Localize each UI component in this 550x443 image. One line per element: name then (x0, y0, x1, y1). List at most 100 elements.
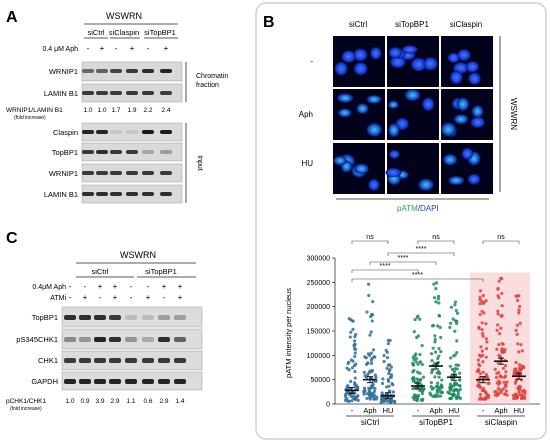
data-point (366, 372, 370, 377)
sig-bracket (351, 278, 484, 282)
blot-band (82, 91, 94, 95)
ratio-value: 0.9 (80, 398, 89, 405)
sig-label: ns (497, 234, 505, 241)
data-point (458, 378, 462, 382)
ratio-value: 1.0 (97, 107, 106, 114)
nucleus (333, 156, 347, 166)
data-point (448, 325, 452, 329)
nucleus (366, 123, 383, 137)
data-point (415, 315, 419, 319)
data-point (500, 375, 504, 379)
data-point (412, 358, 416, 362)
sig-bracket (369, 261, 437, 265)
data-point (411, 355, 415, 359)
data-point (486, 394, 491, 398)
blot-band (94, 315, 106, 320)
blot-band (174, 315, 186, 320)
y-tick-label: 300000 (307, 256, 330, 263)
nucleus (368, 178, 380, 191)
data-point (516, 342, 520, 346)
nucleus (423, 57, 438, 71)
data-point (385, 366, 389, 370)
data-point (448, 397, 453, 401)
blot-band (158, 337, 170, 342)
blot-band (174, 358, 186, 363)
data-point (387, 371, 391, 376)
ratio-value: 0.6 (143, 398, 152, 405)
data-point (518, 321, 522, 325)
data-point (436, 294, 441, 298)
data-point (416, 370, 420, 374)
panel-a-group-label: WSWRN (106, 11, 142, 21)
nucleus (411, 57, 427, 72)
data-point (500, 350, 504, 354)
blot-band (64, 379, 76, 384)
ratio-value: 2.2 (143, 107, 152, 114)
data-point (453, 300, 458, 304)
data-point (433, 375, 437, 379)
data-point (418, 360, 422, 364)
blot-label-topbp1-c: TopBP1 (32, 313, 58, 322)
data-point (458, 371, 462, 375)
data-point (374, 375, 378, 379)
y-tick-label: 150000 (307, 329, 330, 336)
data-point (514, 379, 518, 383)
data-point (503, 364, 508, 368)
data-point (453, 303, 457, 307)
nucleus (453, 114, 469, 125)
data-point (498, 354, 502, 358)
data-point (433, 394, 437, 399)
data-point (346, 399, 350, 403)
data-point (520, 394, 524, 398)
data-point (364, 356, 368, 360)
data-point (365, 310, 369, 314)
nucleus (388, 47, 403, 59)
blot-band (110, 171, 122, 175)
data-point (500, 304, 504, 308)
data-point (517, 350, 521, 354)
data-point (381, 377, 385, 381)
data-point (478, 289, 483, 293)
data-point (519, 367, 523, 372)
blot-band (160, 130, 172, 134)
data-point (433, 334, 437, 338)
blot-label-ps345chk1: pS345CHK1 (16, 335, 58, 344)
data-point (482, 397, 486, 401)
data-point (455, 339, 459, 343)
data-point (366, 282, 371, 286)
data-point (505, 393, 509, 397)
y-tick-label: 250000 (307, 280, 330, 287)
stain-sep: / (418, 204, 421, 213)
blot-band (125, 358, 137, 363)
atmi-sign: - (99, 293, 102, 302)
data-point (435, 371, 439, 375)
data-point (371, 299, 375, 304)
nucleus (471, 105, 484, 118)
data-point (387, 384, 391, 388)
blot-band (160, 91, 172, 95)
data-point (412, 376, 416, 380)
data-point (481, 334, 485, 338)
blot-band (110, 69, 122, 73)
blot-label-laminb1: LAMIN B1 (44, 89, 78, 98)
sig-label: ns (366, 234, 374, 241)
data-point (495, 328, 499, 332)
data-point (440, 378, 444, 382)
data-point (431, 346, 435, 350)
data-point (353, 351, 357, 355)
data-point (411, 361, 415, 366)
panel-b-col-1: siTopBP1 (395, 20, 429, 29)
blot-label-wrnip1-input: WRNIP1 (49, 169, 78, 178)
data-point (484, 355, 488, 359)
data-point (440, 390, 444, 394)
input-label: Input (196, 155, 203, 171)
data-point (434, 286, 438, 291)
data-point (503, 374, 508, 378)
data-point (515, 323, 520, 327)
data-point (484, 372, 488, 377)
data-point (482, 311, 486, 315)
data-point (496, 323, 500, 327)
sig-label: **** (380, 263, 391, 270)
data-point (493, 390, 497, 394)
data-point (386, 342, 390, 346)
